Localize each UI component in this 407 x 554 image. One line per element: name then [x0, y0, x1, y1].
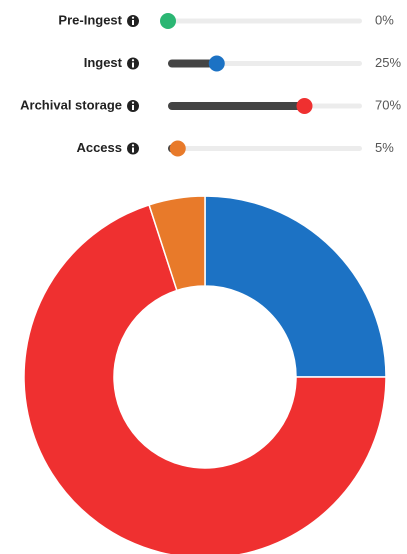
slider-value: 70%	[375, 97, 401, 112]
info-icon-dot	[131, 101, 135, 104]
slider-fill	[168, 59, 217, 68]
info-icon-dot	[131, 144, 135, 147]
donut-segment	[204, 195, 387, 378]
slider-label: Pre-Ingest	[58, 12, 122, 27]
info-icon-stem	[132, 20, 134, 25]
slider-thumb[interactable]	[208, 55, 225, 72]
info-icon-stem	[132, 105, 134, 110]
info-icon-dot	[131, 59, 135, 62]
slider-thumb[interactable]	[296, 98, 313, 114]
slider-label: Archival storage	[20, 97, 122, 112]
donut-segment	[148, 195, 206, 292]
slider-track[interactable]	[168, 146, 362, 151]
info-icon-stem	[132, 62, 134, 68]
slider-value: 0%	[375, 12, 394, 27]
slider-thumb[interactable]	[160, 13, 176, 29]
info-icon-dot	[131, 16, 135, 19]
slider-track[interactable]	[168, 18, 362, 24]
donut-segment	[23, 203, 387, 554]
slider-thumb[interactable]	[169, 140, 186, 157]
info-icon-stem	[132, 147, 134, 153]
slider-label: Access	[76, 140, 122, 155]
slider-value: 25%	[375, 55, 401, 70]
slider-label: Ingest	[84, 55, 123, 70]
slider-value: 5%	[375, 140, 394, 155]
slider-fill	[168, 102, 305, 110]
